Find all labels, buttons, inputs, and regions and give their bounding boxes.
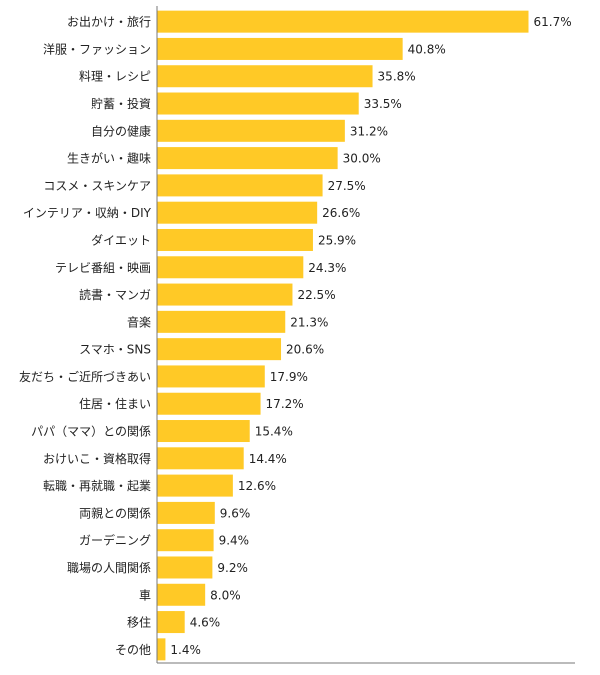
category-label-18: 両親との関係 [79,506,151,520]
value-label-2: 35.8% [378,70,416,84]
bar-0 [157,10,529,33]
category-label-0: お出かけ・旅行 [67,15,151,29]
value-label-22: 4.6% [190,616,221,630]
bar-11 [157,310,286,333]
value-label-16: 14.4% [249,452,287,466]
bar-20 [157,556,213,579]
category-label-8: ダイエット [91,232,151,247]
value-label-9: 24.3% [308,261,346,275]
bar-7 [157,201,318,224]
value-label-19: 9.4% [219,534,250,548]
bar-16 [157,447,244,470]
bar-22 [157,611,185,634]
bar-4 [157,119,345,142]
category-label-13: 友だち・ご近所づきあい [19,369,151,384]
bar-15 [157,420,250,443]
value-label-11: 21.3% [290,315,328,329]
category-label-19: ガーデニング [79,533,151,548]
bar-1 [157,37,403,60]
category-label-9: テレビ番組・映画 [55,261,151,275]
value-label-20: 9.2% [217,561,248,575]
bar-14 [157,392,261,415]
category-label-4: 自分の健康 [91,123,151,138]
value-label-23: 1.4% [170,643,201,657]
value-labels: 61.7% 40.8% 35.8% 33.5% 31.2% 30.0% 27.5% 26.6%… [170,15,571,657]
category-label-20: 職場の人間関係 [67,561,151,575]
value-label-12: 20.6% [286,343,324,357]
category-label-7: インテリア・収納・DIY [23,206,152,220]
bar-5 [157,147,338,170]
category-label-16: おけいこ・資格取得 [43,451,151,466]
category-label-6: コスメ・スキンケア [43,179,151,193]
bar-21 [157,583,206,606]
value-label-8: 25.9% [318,233,356,247]
category-label-2: 料理・レシピ [79,70,151,84]
bar-9 [157,256,304,279]
category-labels: お出かけ・旅行洋服・ファッション料理・レシピ貯蓄・投資自分の健康生きがい・趣味コ… [19,15,152,657]
value-label-15: 15.4% [255,425,293,439]
value-label-1: 40.8% [408,42,446,56]
value-label-3: 33.5% [364,97,402,111]
value-label-10: 22.5% [297,288,335,302]
bar-23 [157,638,166,661]
category-label-1: 洋服・ファッション [43,41,151,56]
bar-12 [157,338,282,361]
category-label-14: 住居・住まい [79,397,151,411]
bar-3 [157,92,359,115]
value-label-21: 8.0% [210,588,241,602]
value-label-13: 17.9% [270,370,308,384]
value-label-6: 27.5% [328,179,366,193]
value-label-14: 17.2% [266,397,304,411]
bar-8 [157,228,313,251]
category-label-12: スマホ・SNS [79,343,151,357]
category-label-10: 読書・マンガ [79,287,151,302]
bar-18 [157,501,215,524]
category-label-17: 転職・再就職・起業 [43,479,151,493]
category-label-3: 貯蓄・投資 [91,96,151,111]
value-label-18: 9.6% [220,506,251,520]
bar-10 [157,283,293,306]
bars-group [157,10,529,661]
category-label-22: 移住 [127,616,151,630]
bar-6 [157,174,323,197]
value-label-4: 31.2% [350,124,388,138]
bar-19 [157,529,214,552]
category-label-11: 音楽 [127,314,151,329]
axes [156,6,575,664]
value-label-17: 12.6% [238,479,276,493]
bar-2 [157,65,373,88]
category-label-21: 車 [139,588,151,602]
bar-17 [157,474,233,497]
category-label-23: その他 [115,643,151,657]
value-label-0: 61.7% [534,15,572,29]
category-label-5: 生きがい・趣味 [67,151,151,166]
value-label-7: 26.6% [322,206,360,220]
category-label-15: パパ（ママ）との関係 [31,425,151,439]
bar-13 [157,365,265,388]
value-label-5: 30.0% [343,152,381,166]
